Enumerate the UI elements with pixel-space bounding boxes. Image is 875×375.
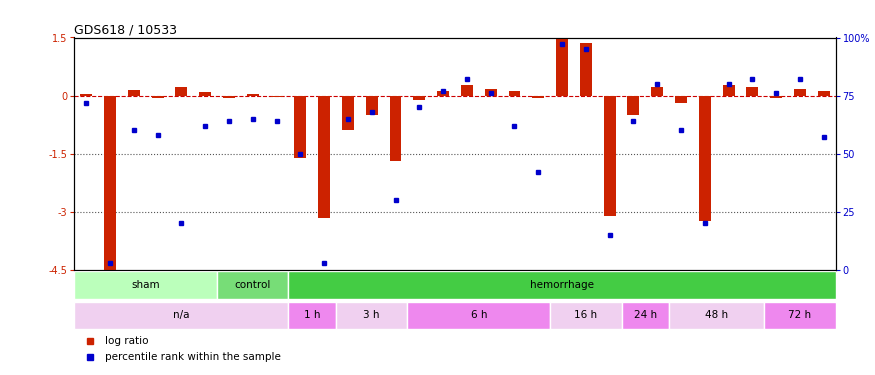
- Bar: [151, 96, 164, 98]
- Bar: [438, 91, 449, 96]
- Bar: [550, 302, 621, 329]
- Bar: [723, 85, 734, 96]
- Bar: [289, 302, 336, 329]
- Bar: [318, 96, 330, 218]
- Text: control: control: [234, 280, 271, 290]
- Bar: [621, 302, 669, 329]
- Bar: [604, 96, 616, 216]
- Bar: [461, 85, 472, 96]
- Bar: [580, 43, 592, 96]
- Bar: [764, 302, 836, 329]
- Text: log ratio: log ratio: [105, 336, 149, 346]
- Bar: [532, 96, 544, 98]
- Bar: [389, 96, 402, 162]
- Bar: [413, 96, 425, 100]
- Bar: [289, 272, 836, 298]
- Bar: [80, 94, 92, 96]
- Bar: [366, 96, 378, 115]
- Bar: [556, 39, 568, 96]
- Bar: [485, 88, 497, 96]
- Text: 3 h: 3 h: [363, 310, 380, 320]
- Text: 72 h: 72 h: [788, 310, 811, 320]
- Bar: [651, 87, 663, 96]
- Bar: [104, 96, 116, 270]
- Bar: [217, 272, 289, 298]
- Text: 48 h: 48 h: [705, 310, 728, 320]
- Bar: [294, 96, 306, 158]
- Bar: [699, 96, 710, 222]
- Bar: [223, 96, 235, 98]
- Bar: [627, 96, 640, 115]
- Text: GDS618 / 10533: GDS618 / 10533: [74, 23, 178, 36]
- Bar: [746, 87, 759, 96]
- Text: 16 h: 16 h: [574, 310, 598, 320]
- Bar: [818, 91, 829, 96]
- Text: 6 h: 6 h: [471, 310, 487, 320]
- Text: n/a: n/a: [173, 310, 190, 320]
- Bar: [669, 302, 764, 329]
- Text: 24 h: 24 h: [634, 310, 657, 320]
- Bar: [794, 88, 806, 96]
- Text: hemorrhage: hemorrhage: [530, 280, 594, 290]
- Bar: [770, 96, 782, 98]
- Bar: [408, 302, 550, 329]
- Bar: [270, 96, 283, 97]
- Text: 1 h: 1 h: [304, 310, 320, 320]
- Bar: [176, 87, 187, 96]
- Text: sham: sham: [131, 280, 160, 290]
- Bar: [675, 96, 687, 103]
- Bar: [74, 302, 289, 329]
- Bar: [342, 96, 354, 130]
- Bar: [200, 93, 211, 96]
- Bar: [508, 91, 521, 96]
- Bar: [336, 302, 408, 329]
- Text: percentile rank within the sample: percentile rank within the sample: [105, 352, 281, 362]
- Bar: [128, 90, 140, 96]
- Bar: [74, 272, 217, 298]
- Bar: [247, 94, 259, 96]
